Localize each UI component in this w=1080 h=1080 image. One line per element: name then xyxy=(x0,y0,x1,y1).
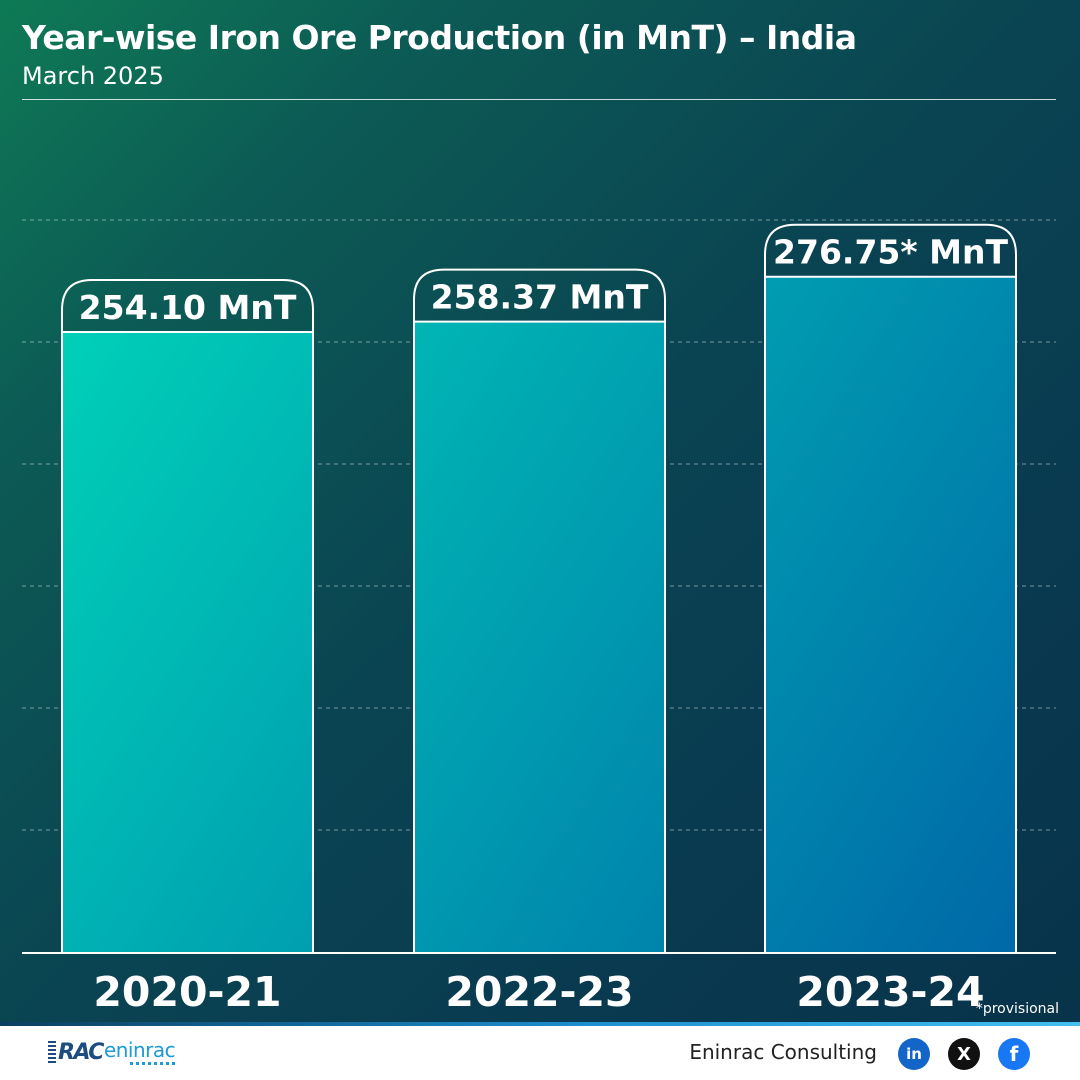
bar-chart: 254.10 MnT 2020-21 258.37 MnT 2022-23 276.75… xyxy=(61,223,1017,1016)
chart-subtitle: March 2025 xyxy=(22,62,164,90)
bar-outline xyxy=(61,278,314,952)
chart-background: Year-wise Iron Ore Production (in MnT) –… xyxy=(0,0,1080,1022)
chart-title: Year-wise Iron Ore Production (in MnT) –… xyxy=(22,18,857,57)
footer-accent-strip xyxy=(0,1022,1080,1026)
logo-dots-icon xyxy=(130,1062,178,1065)
x-tick-label: 2020-21 xyxy=(93,968,281,1016)
logo-bars-icon xyxy=(48,1041,56,1063)
x-icon[interactable]: X xyxy=(948,1038,980,1070)
x-tick-label: 2022-23 xyxy=(445,968,633,1016)
facebook-icon[interactable]: f xyxy=(998,1038,1030,1070)
footer: RAC eninrac Eninrac Consulting in X f xyxy=(0,1026,1080,1080)
bar-2022-23: 258.37 MnT 2022-23 xyxy=(413,268,666,1016)
title-divider xyxy=(22,99,1056,100)
x-tick-label: 2023-24 xyxy=(796,968,984,1016)
logo-wordmark: eninrac xyxy=(103,1038,176,1062)
eninrac-logo[interactable]: RAC eninrac xyxy=(48,1036,178,1068)
company-name: Eninrac Consulting xyxy=(689,1040,877,1064)
bar-outline xyxy=(764,223,1017,952)
data-label: 258.37 MnT xyxy=(431,278,649,317)
footnote: *provisional xyxy=(975,1001,1059,1017)
bar xyxy=(765,276,1016,953)
data-label: 254.10 MnT xyxy=(79,288,297,327)
logo-mark: RAC xyxy=(58,1039,104,1065)
bar-2020-21: 254.10 MnT 2020-21 xyxy=(61,278,314,1016)
bar xyxy=(414,321,665,952)
linkedin-icon[interactable]: in xyxy=(898,1038,930,1070)
bar-outline xyxy=(413,268,666,952)
bar-2023-24: 276.75* MnT 2023-24 xyxy=(764,223,1017,1016)
bar xyxy=(62,331,313,953)
data-label: 276.75* MnT xyxy=(773,233,1008,272)
